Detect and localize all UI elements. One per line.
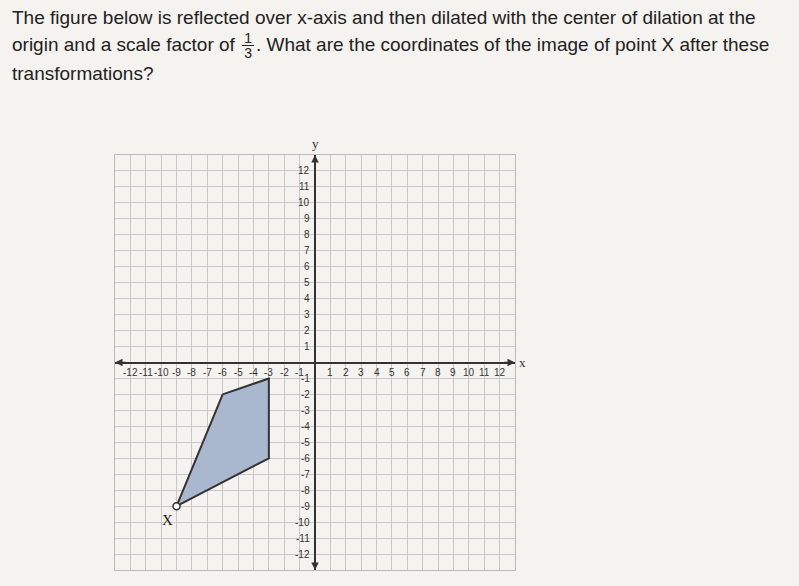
- svg-text:5: 5: [389, 367, 395, 378]
- svg-text:-8: -8: [187, 367, 196, 378]
- svg-text:8: 8: [435, 367, 441, 378]
- svg-text:10: 10: [298, 197, 310, 208]
- svg-text:-12: -12: [295, 549, 310, 560]
- svg-text:11: 11: [479, 367, 490, 378]
- svg-text:9: 9: [450, 367, 456, 378]
- svg-text:-3: -3: [264, 367, 273, 378]
- svg-text:7: 7: [304, 245, 310, 256]
- svg-text:7: 7: [420, 367, 426, 378]
- svg-text:-8: -8: [301, 485, 310, 496]
- svg-text:-4: -4: [301, 421, 310, 432]
- svg-text:12: 12: [494, 367, 506, 378]
- svg-text:-6: -6: [301, 453, 310, 464]
- svg-text:-5: -5: [234, 367, 243, 378]
- html-text:The figure below is reflected: The figure below is reflected over x-axi…: [12, 7, 756, 55]
- svg-text:8: 8: [304, 229, 310, 240]
- html-text:3 . What are the coordinates o: 3 . What are the coordinates of the imag…: [12, 34, 770, 85]
- svg-text:-1: -1: [295, 367, 304, 378]
- svg-text:1: 1: [304, 341, 310, 352]
- svg-text:-12: -12: [123, 367, 138, 378]
- svg-text:-10: -10: [154, 367, 169, 378]
- svg-text:3: 3: [304, 309, 310, 320]
- svg-text:-10: -10: [295, 517, 310, 528]
- svg-text:-4: -4: [249, 367, 258, 378]
- svg-text:12: 12: [298, 165, 310, 176]
- svg-text:-9: -9: [172, 367, 181, 378]
- svg-text:6: 6: [304, 261, 310, 272]
- svg-text:-11: -11: [139, 367, 153, 378]
- svg-text:-2: -2: [280, 367, 289, 378]
- svg-text:-6: -6: [218, 367, 227, 378]
- svg-text:-11: -11: [296, 533, 310, 544]
- svg-text:-9: -9: [301, 501, 310, 512]
- svg-text:-3: -3: [301, 405, 310, 416]
- svg-text:4: 4: [304, 293, 310, 304]
- svg-text:-5: -5: [301, 437, 310, 448]
- svg-text:-2: -2: [301, 389, 310, 400]
- svg-text:-7: -7: [203, 367, 212, 378]
- svg-text:-7: -7: [301, 469, 310, 480]
- svg-text:2: 2: [304, 325, 310, 336]
- svg-text:10: 10: [463, 367, 475, 378]
- svg-text:-1: -1: [301, 373, 310, 384]
- svg-text:3: 3: [358, 367, 364, 378]
- svg-text:X: X: [162, 512, 173, 528]
- svg-text:11: 11: [299, 181, 310, 192]
- svg-text:y: y: [312, 136, 319, 151]
- svg-text:9: 9: [304, 213, 310, 224]
- svg-text:4: 4: [374, 367, 380, 378]
- svg-text:6: 6: [404, 367, 410, 378]
- svg-text:1: 1: [327, 367, 333, 378]
- svg-text:5: 5: [304, 277, 310, 288]
- svg-text:x: x: [519, 355, 526, 370]
- svg-text:2: 2: [343, 367, 349, 378]
